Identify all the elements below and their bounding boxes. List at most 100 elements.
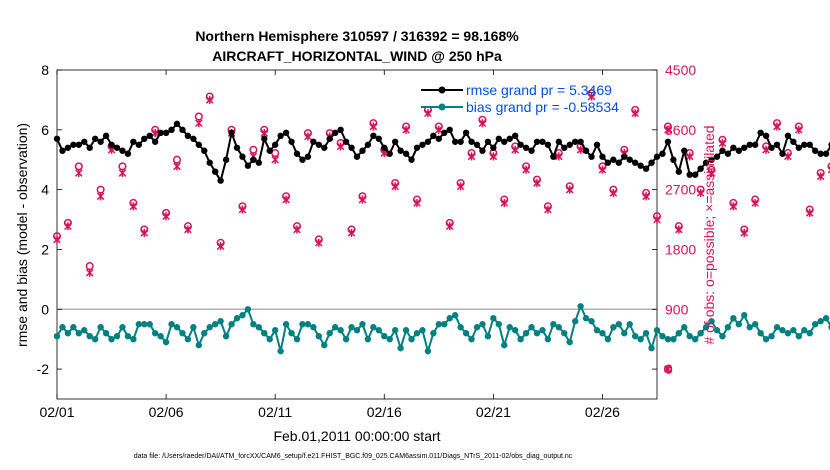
bias-point bbox=[315, 332, 323, 340]
rmse-point bbox=[255, 159, 263, 166]
rmse-point bbox=[310, 138, 317, 145]
bias-point bbox=[468, 335, 475, 343]
rmse-point bbox=[375, 135, 383, 142]
rmse-point bbox=[102, 132, 110, 139]
rmse-point bbox=[364, 141, 372, 148]
bias-point bbox=[801, 327, 808, 334]
obs-assimilated-marker bbox=[478, 119, 487, 128]
bias-point bbox=[97, 324, 104, 331]
right-tick-label: 1800 bbox=[665, 241, 696, 257]
rmse-point bbox=[299, 156, 306, 163]
rmse-point bbox=[64, 144, 72, 151]
obs-assimilated-marker bbox=[707, 168, 716, 178]
rmse-point bbox=[713, 153, 721, 160]
rmse-series bbox=[53, 120, 830, 184]
bias-point bbox=[310, 324, 317, 331]
rmse-point bbox=[119, 147, 126, 154]
bias-point bbox=[233, 315, 241, 322]
rmse-point bbox=[233, 144, 241, 151]
bias-point bbox=[86, 332, 93, 340]
rmse-point bbox=[402, 150, 410, 157]
bias-point bbox=[130, 335, 137, 343]
obs-assimilated-marker bbox=[129, 202, 138, 211]
bias-point bbox=[593, 327, 601, 334]
obs-assimilated-marker bbox=[74, 168, 83, 178]
rmse-point bbox=[795, 144, 803, 151]
bias-point bbox=[621, 330, 628, 337]
obs-assimilated-marker bbox=[53, 235, 61, 244]
bias-point bbox=[670, 335, 677, 343]
rmse-point bbox=[419, 141, 426, 148]
bias-point bbox=[675, 330, 683, 337]
bias-point bbox=[228, 321, 235, 328]
bias-point bbox=[462, 330, 470, 337]
bias-point bbox=[566, 338, 573, 346]
bias-point bbox=[173, 324, 181, 331]
rmse-point bbox=[741, 144, 748, 151]
obs-assimilated-marker bbox=[184, 225, 192, 234]
bias-point bbox=[457, 324, 464, 331]
obs-assimilated-marker bbox=[489, 152, 498, 161]
rmse-point bbox=[779, 150, 786, 157]
bias-point bbox=[539, 327, 546, 334]
rmse-point bbox=[321, 144, 328, 151]
plot-area bbox=[56, 69, 658, 400]
rmse-point bbox=[511, 132, 519, 139]
obs-assimilated-marker bbox=[282, 195, 290, 204]
rmse-point bbox=[370, 132, 377, 139]
bias-point bbox=[375, 327, 383, 334]
obs-assimilated-marker bbox=[664, 125, 672, 134]
rmse-point bbox=[261, 135, 268, 142]
bias-point bbox=[604, 335, 612, 343]
obs-assimilated-marker bbox=[402, 125, 410, 134]
obs-assimilated-marker bbox=[467, 152, 476, 161]
right-y-axis: 0 900 1800 2700 3600 4500 bbox=[652, 62, 696, 377]
bias-point bbox=[724, 324, 732, 331]
rmse-point bbox=[473, 141, 481, 148]
bias-point bbox=[561, 330, 568, 337]
obs-assimilated-marker bbox=[816, 172, 825, 181]
rmse-point bbox=[544, 141, 552, 148]
rmse-point bbox=[550, 153, 557, 160]
bias-point bbox=[479, 321, 486, 328]
rmse-point bbox=[604, 159, 612, 166]
rmse-point bbox=[555, 138, 563, 145]
rmse-point bbox=[751, 141, 759, 148]
bias-point bbox=[582, 315, 590, 322]
chart-title-line1: Northern Hemisphere 310597 / 316392 = 98… bbox=[195, 28, 519, 44]
bias-point bbox=[250, 321, 257, 328]
rmse-point bbox=[184, 132, 192, 139]
rmse-point bbox=[599, 153, 606, 160]
rmse-point bbox=[228, 129, 235, 137]
bias-point bbox=[741, 312, 748, 319]
rmse-point bbox=[441, 129, 448, 137]
obs-assimilated-marker bbox=[533, 178, 541, 188]
obs-assimilated-marker bbox=[718, 139, 727, 148]
rmse-point bbox=[773, 141, 781, 148]
bias-point bbox=[211, 321, 219, 328]
rmse-point bbox=[506, 135, 513, 142]
bias-point bbox=[419, 327, 426, 334]
rmse-point bbox=[664, 138, 672, 145]
rmse-point bbox=[539, 138, 546, 145]
legend: rmse grand pr = 5.3469 bias grand pr = -… bbox=[421, 82, 619, 115]
bias-point bbox=[299, 321, 306, 328]
obs-assimilated-marker bbox=[336, 142, 345, 151]
left-tick-label: -2 bbox=[37, 361, 50, 377]
rmse-point bbox=[190, 135, 197, 142]
obs-assimilated-marker bbox=[456, 182, 465, 191]
bias-point bbox=[359, 321, 366, 328]
obs-assimilated-marker bbox=[751, 198, 760, 208]
rmse-point bbox=[91, 135, 99, 142]
rmse-point bbox=[157, 129, 164, 137]
bias-point bbox=[817, 318, 824, 325]
bias-point bbox=[353, 327, 361, 334]
obs-assimilated-marker bbox=[140, 228, 149, 237]
rmse-point bbox=[522, 144, 530, 151]
bias-point bbox=[386, 335, 393, 343]
rmse-point bbox=[413, 144, 421, 151]
bias-point bbox=[795, 332, 803, 340]
rmse-point bbox=[168, 126, 175, 134]
bias-point bbox=[506, 324, 513, 331]
bias-point bbox=[430, 330, 437, 337]
